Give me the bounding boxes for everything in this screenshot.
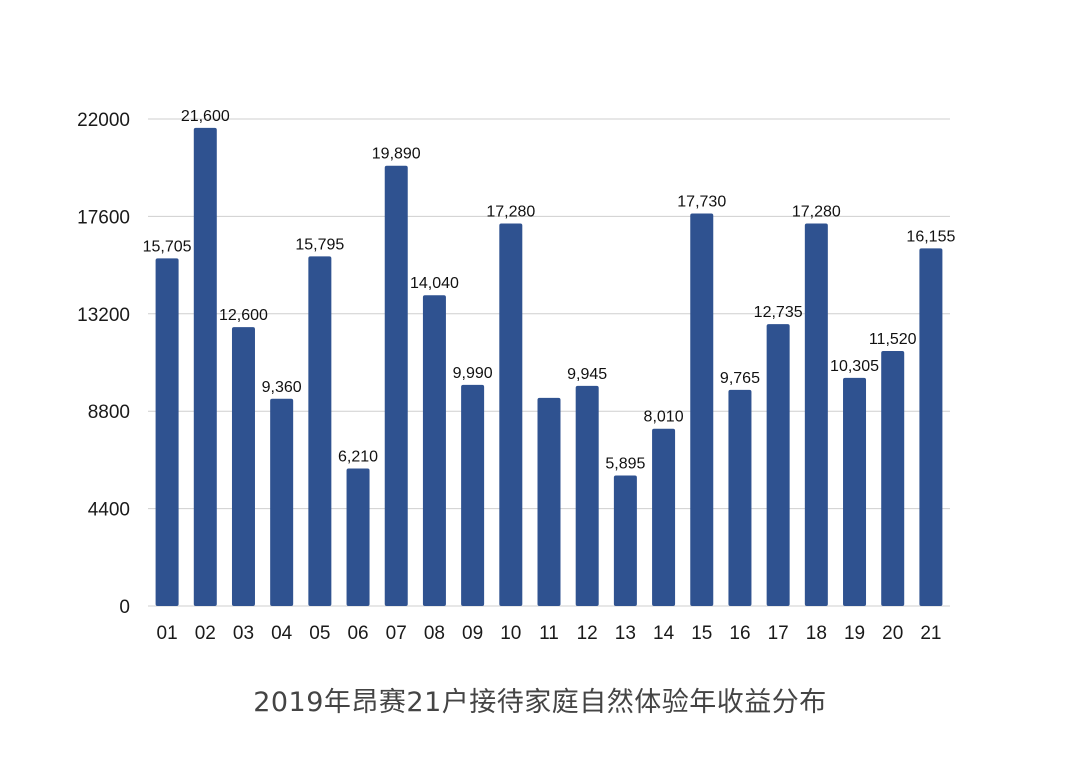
data-label: 17,280	[486, 203, 535, 220]
data-label: 16,155	[906, 228, 955, 245]
bar	[613, 475, 637, 606]
x-tick-label: 08	[424, 623, 445, 644]
x-axis-ticks: 01 02 03 04 05 06 07 08 09 10 11 12 13 14 15 16 17 18 19 20…	[157, 623, 942, 644]
bar	[422, 295, 446, 606]
y-tick-label: 13200	[77, 305, 130, 326]
y-tick-label: 8800	[88, 402, 130, 423]
bar	[193, 127, 217, 606]
data-label: 15,705	[143, 238, 192, 255]
bar	[843, 377, 867, 606]
x-tick-label: 13	[615, 623, 636, 644]
bar	[346, 468, 370, 606]
x-tick-label: 06	[347, 623, 368, 644]
x-tick-label: 02	[195, 623, 216, 644]
x-tick-label: 15	[691, 623, 712, 644]
bar	[231, 327, 255, 606]
data-label: 14,040	[410, 275, 459, 292]
data-label: 11,520	[869, 331, 917, 348]
data-label: 5,895	[605, 456, 645, 473]
bar	[766, 324, 790, 606]
data-label: 19,890	[372, 146, 421, 163]
x-tick-label: 20	[882, 623, 903, 644]
data-label: 8,010	[644, 409, 684, 426]
data-label: 9,360	[262, 379, 302, 396]
data-label: 12,600	[219, 307, 268, 324]
data-label: 15,795	[295, 236, 344, 253]
data-label: 6,210	[338, 449, 378, 466]
x-tick-label: 19	[844, 623, 865, 644]
bar	[804, 223, 828, 606]
x-tick-label: 01	[157, 623, 178, 644]
data-label: 10,305	[830, 358, 879, 375]
x-tick-label: 12	[577, 623, 598, 644]
x-tick-label: 14	[653, 623, 675, 644]
y-axis-ticks: 0 4400 8800 13200 17600 22000	[77, 110, 130, 618]
x-tick-label: 03	[233, 623, 254, 644]
x-tick-label: 05	[309, 623, 330, 644]
x-tick-label: 10	[500, 623, 521, 644]
x-tick-label: 09	[462, 623, 483, 644]
bar	[461, 384, 485, 606]
bar	[919, 248, 943, 607]
chart-title: 2019年昂赛21户接待家庭自然体验年收益分布	[253, 687, 827, 718]
data-label: 9,990	[453, 365, 493, 382]
y-tick-label: 0	[119, 597, 130, 618]
x-tick-label: 18	[806, 623, 827, 644]
bar	[384, 165, 408, 606]
y-tick-label: 4400	[88, 500, 130, 521]
bar	[308, 256, 332, 606]
data-label: 9,945	[567, 366, 607, 383]
bar	[575, 385, 599, 606]
bar	[499, 223, 523, 606]
data-labels: 15,705 21,600 12,600 9,360 15,795 6,210 19,890…	[143, 108, 956, 473]
data-label: 17,280	[792, 203, 841, 220]
bar	[881, 350, 905, 606]
bar	[270, 398, 294, 606]
data-label: 12,735	[754, 304, 803, 321]
bar	[155, 258, 179, 606]
bar	[652, 428, 676, 606]
data-label: 9,765	[720, 370, 760, 387]
x-tick-label: 04	[271, 623, 293, 644]
bar	[537, 397, 561, 606]
bars	[155, 127, 943, 607]
x-tick-label: 21	[920, 623, 941, 644]
x-tick-label: 17	[768, 623, 789, 644]
data-label: 21,600	[181, 108, 230, 125]
x-tick-label: 11	[539, 623, 559, 644]
data-label: 17,730	[677, 194, 726, 211]
y-tick-label: 17600	[77, 207, 130, 228]
x-tick-label: 07	[386, 623, 407, 644]
bar	[690, 213, 714, 606]
bar	[728, 389, 752, 606]
y-tick-label: 22000	[77, 110, 130, 131]
x-tick-label: 16	[729, 623, 750, 644]
